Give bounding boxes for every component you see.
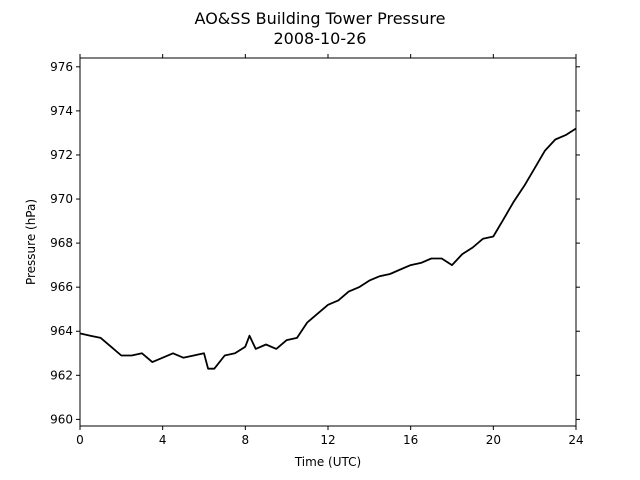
plot-area: 0 4 8 12 16 20 24 960 962 964 966 968 970 972 974 976 <box>50 54 584 447</box>
y-tick-label: 960 <box>50 412 73 426</box>
y-tick-label: 966 <box>50 280 73 294</box>
x-axis-label: Time (UTC) <box>294 455 361 469</box>
pressure-series-line <box>79 127 577 370</box>
chart-title: AO&SS Building Tower Pressure <box>195 9 446 28</box>
y-tick-label: 968 <box>50 236 73 250</box>
x-tick-label: 0 <box>76 433 84 447</box>
x-tick-label: 20 <box>486 433 501 447</box>
y-tick-label: 970 <box>50 192 73 206</box>
y-tick-label: 974 <box>50 104 73 118</box>
x-tick-label: 12 <box>320 433 335 447</box>
x-tick-label: 8 <box>242 433 250 447</box>
axes-frame <box>79 57 577 427</box>
x-tick-label: 4 <box>159 433 167 447</box>
y-axis-label: Pressure (hPa) <box>24 199 38 285</box>
y-tick-label: 972 <box>50 148 73 162</box>
x-tick-label: 24 <box>568 433 583 447</box>
y-tick-label: 976 <box>50 60 73 74</box>
y-tick-label: 962 <box>50 368 73 382</box>
x-tick-label: 16 <box>403 433 418 447</box>
y-tick-label: 964 <box>50 324 73 338</box>
chart-subtitle: 2008-10-26 <box>274 29 367 48</box>
